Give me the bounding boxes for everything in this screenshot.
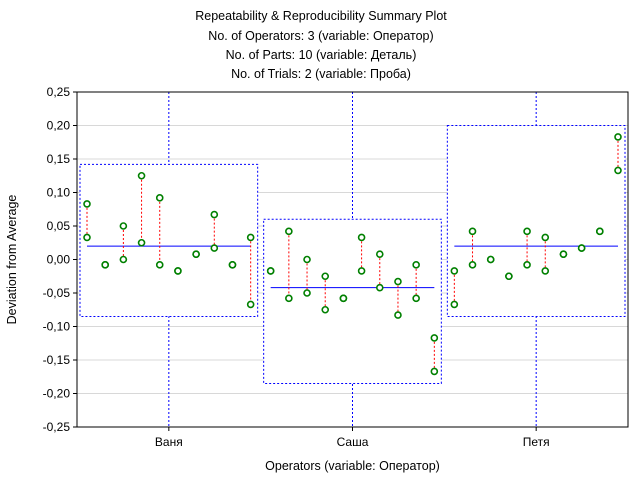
data-point [101, 261, 109, 269]
data-point [210, 210, 219, 219]
data-point [321, 305, 330, 314]
data-point [285, 294, 293, 303]
x-axis-label: Operators (variable: Оператор) [265, 459, 440, 473]
data-point [339, 294, 348, 303]
data-point [375, 283, 384, 292]
data-point [119, 222, 128, 230]
data-point [430, 367, 439, 376]
data-point [285, 227, 293, 236]
data-point [468, 261, 477, 269]
operator-range-box [79, 163, 259, 317]
chart-subtitle-trials: No. of Trials: 2 (variable: Проба) [231, 67, 411, 81]
y-tick-label: -0,10 [43, 320, 71, 334]
y-tick-label: 0,10 [47, 186, 71, 200]
data-point [450, 267, 459, 275]
data-point [450, 300, 459, 309]
data-point [192, 250, 200, 258]
y-tick-label: 0,25 [47, 85, 71, 99]
chart-subtitle-operators: No. of Operators: 3 (variable: Оператор) [208, 29, 434, 43]
chart-subtitle-parts: No. of Parts: 10 (variable: Деталь) [225, 48, 417, 62]
data-point [155, 261, 164, 269]
x-tick-label: Ваня [155, 435, 183, 449]
x-tick-label: Саша [337, 435, 369, 449]
data-point [174, 267, 182, 275]
y-tick-label: 0,00 [47, 253, 71, 267]
data-point [486, 255, 495, 264]
data-point [412, 294, 420, 303]
y-tick-label: -0,20 [43, 387, 71, 401]
data-point [137, 238, 146, 247]
data-point [468, 227, 477, 236]
data-point [357, 233, 366, 242]
data-point [614, 166, 622, 175]
data-point [412, 261, 420, 269]
data-point [394, 311, 402, 319]
data-point [266, 267, 275, 275]
data-point [614, 133, 622, 141]
chart-title: Repeatability & Reproducibility Summary … [195, 9, 447, 23]
data-point [394, 277, 402, 286]
data-point [357, 267, 366, 275]
y-tick-label: -0,15 [43, 353, 71, 367]
data-point [523, 227, 531, 236]
data-point [505, 272, 513, 281]
data-point [321, 272, 330, 281]
data-point [541, 267, 550, 275]
data-point [228, 261, 237, 269]
data-point [430, 334, 439, 342]
plot-frame [76, 91, 629, 428]
y-tick-label: -0,05 [43, 286, 71, 300]
y-tick-label: 0,20 [47, 119, 71, 133]
data-point [210, 244, 219, 252]
data-point [375, 250, 384, 258]
data-point [246, 300, 255, 309]
data-point [596, 227, 604, 236]
y-tick-label: -0,25 [43, 420, 71, 434]
data-point [523, 261, 531, 269]
data-point [83, 233, 91, 242]
data-point [303, 289, 311, 297]
data-point [303, 255, 311, 264]
data-point [246, 233, 255, 242]
data-point [559, 250, 568, 258]
y-axis-label: Deviation from Average [5, 195, 19, 325]
data-point [137, 171, 146, 180]
data-point [119, 255, 128, 264]
data-point [155, 194, 164, 202]
data-point [541, 233, 550, 242]
x-tick-label: Петя [523, 435, 550, 449]
operator-range-box [446, 125, 626, 317]
data-point [83, 200, 91, 208]
y-tick-label: 0,05 [47, 219, 71, 233]
operator-range-box [263, 218, 442, 384]
data-point [577, 244, 586, 252]
y-tick-label: 0,15 [47, 152, 71, 166]
